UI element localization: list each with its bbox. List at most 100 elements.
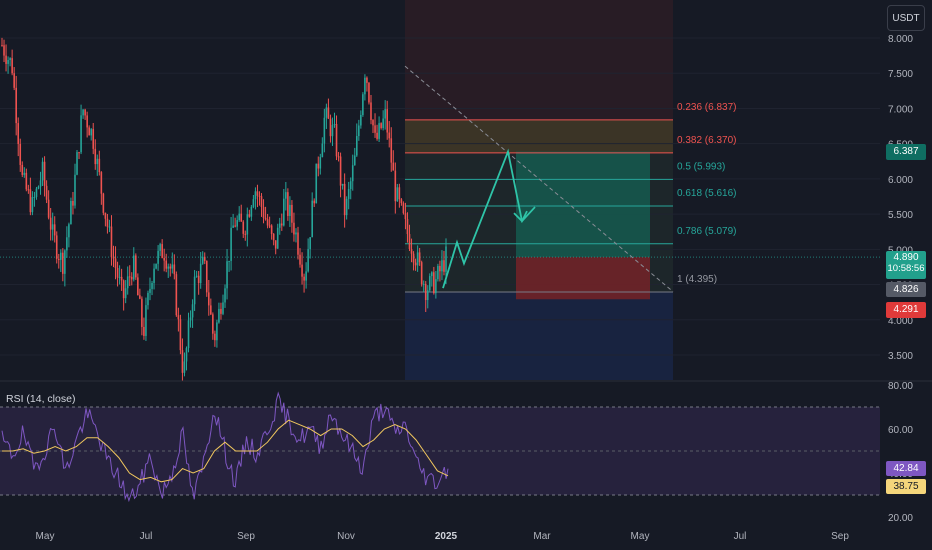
candle-body (55, 235, 58, 259)
candle-body (410, 248, 413, 254)
candles-group (1, 37, 447, 381)
candle-body (362, 94, 364, 115)
candle-body (278, 223, 281, 228)
candle-body (13, 73, 15, 88)
candle-body (295, 232, 297, 235)
candle-body (88, 127, 90, 136)
candle-body (1, 45, 3, 47)
last-price-value: 4.890 (893, 252, 919, 263)
candle-body (120, 276, 123, 281)
candle-body (309, 237, 311, 250)
rsi-ma-value-tag: 38.75 (886, 479, 926, 494)
candle-body (90, 129, 93, 136)
candle-body (183, 361, 186, 373)
last-price-tag: 4.890 10:58:56 (886, 251, 926, 279)
candle-body (216, 322, 218, 341)
candle-body (41, 161, 44, 181)
candle-body (220, 308, 222, 314)
candle-body (212, 314, 214, 334)
candle-body (94, 148, 97, 165)
candle-body (412, 253, 415, 263)
candle-body (126, 276, 129, 289)
candle-body (98, 158, 101, 173)
candle-body (443, 260, 445, 272)
candle-body (116, 268, 119, 278)
candle-body (414, 262, 417, 266)
candle-body (321, 143, 324, 158)
candle-body (349, 181, 352, 190)
candle-body (224, 288, 226, 303)
candle-body (37, 186, 40, 189)
candle-body (242, 221, 245, 234)
candle-body (313, 200, 316, 204)
candle-body (420, 262, 423, 285)
candle-body (173, 264, 176, 275)
candle-body (137, 277, 139, 296)
price-axis-label-8: 7.500 (888, 69, 913, 80)
candle-body (246, 214, 249, 235)
candle-body (276, 227, 279, 249)
rsi-indicator-title[interactable]: RSI (14, close) (6, 393, 76, 405)
candle-body (62, 252, 64, 274)
candle-body (163, 257, 165, 261)
candle-body (45, 185, 48, 200)
time-axis-label-1: Jul (140, 531, 153, 542)
candle-body (47, 199, 50, 218)
candle-body (317, 163, 320, 169)
candle-body (376, 132, 378, 139)
candle-body (435, 279, 437, 294)
candle-body (15, 87, 17, 124)
candle-body (283, 198, 285, 226)
currency-button[interactable]: USDT (887, 5, 925, 31)
candle-body (106, 218, 109, 227)
candle-body (72, 200, 74, 206)
candle-body (250, 206, 253, 217)
candle-body (80, 115, 82, 153)
candle-body (264, 217, 267, 220)
candle-body (293, 222, 295, 235)
candle-body (368, 82, 370, 103)
candle-body (187, 320, 190, 349)
candle-body (86, 115, 88, 128)
candle-body (35, 188, 38, 197)
candle-body (171, 264, 174, 269)
price-axis-label-7: 7.000 (888, 104, 913, 115)
candle-body (244, 233, 247, 235)
candle-body (159, 244, 161, 251)
price-axis-label-1: 4.000 (888, 316, 913, 327)
candle-body (256, 191, 259, 196)
candle-body (335, 124, 338, 157)
candle-body (426, 290, 429, 301)
candle-body (428, 276, 431, 291)
candle-body (441, 260, 443, 272)
candle-body (175, 274, 178, 316)
candle-body (78, 152, 80, 154)
fib-label-4: 0.786 (5.079) (677, 226, 737, 237)
candle-body (280, 223, 283, 226)
candle-body (143, 326, 145, 336)
price-axis-label-4: 5.500 (888, 210, 913, 221)
candle-body (301, 264, 303, 277)
candle-body (372, 120, 374, 126)
stop-loss-zone (516, 257, 650, 300)
candle-body (100, 172, 103, 194)
open-price-tag: 4.826 (886, 282, 926, 297)
candle-body (104, 212, 107, 219)
candle-body (76, 152, 78, 175)
candle-body (329, 118, 332, 137)
candle-body (353, 155, 356, 166)
candle-body (193, 276, 196, 305)
candle-body (366, 77, 368, 83)
candle-body (339, 156, 342, 186)
candle-body (424, 283, 427, 301)
candle-body (135, 255, 137, 278)
candle-body (272, 233, 275, 241)
fib-zone-0236 (405, 119, 673, 153)
candle-body (11, 58, 13, 74)
time-axis-label-0: May (36, 531, 55, 542)
candle-body (380, 123, 382, 129)
candle-body (59, 252, 62, 260)
candle-body (153, 268, 155, 283)
